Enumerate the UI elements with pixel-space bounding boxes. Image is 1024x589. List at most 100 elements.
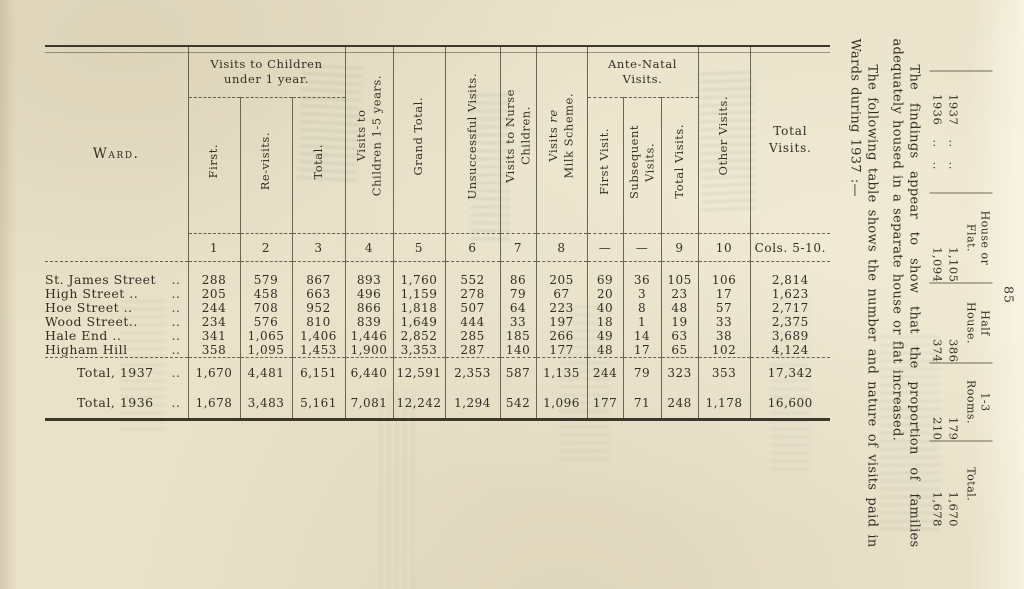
table-cell: 708 [239,301,292,315]
rotated-page-margin: 85 House or Flat. Half House. 1-3 Rooms. To… [830,1,1024,589]
table-cell: 2,353 [444,357,501,388]
table-cell: 1,178 [697,388,751,420]
table-cell: 205 [187,287,240,301]
table-cell: 893 [344,261,394,287]
dot-leader: .. [171,342,181,357]
ward-name: Wood Street.. [45,314,138,329]
ward-name: Hoe Street .. [45,300,133,315]
ward-label-cell: .. St. James Street [45,262,188,288]
col-number: Cols. 5-10. [749,233,831,262]
ward-name: Total, 1936 [77,395,154,410]
table-cell: 341 [187,329,240,343]
housing-header-spacer [961,71,993,193]
ward-label-cell: .. Hoe Street .. [45,301,188,315]
table-cell: 1 [622,315,662,329]
ward-label-cell: .. High Street .. [45,287,188,301]
page-number: 85 [1001,286,1017,304]
table-cell: 79 [499,287,537,301]
table-cell: 278 [444,287,501,301]
table-cell: 2,717 [749,301,831,315]
table-cell: 663 [291,287,346,301]
table-row: .. Hoe Street .. 244 708 952 866 1,818 507 64 223… [45,301,831,315]
bleed-mark [880,330,940,530]
table-row: .. Higham Hill 358 1,095 1,453 1,900 3,353 287 1… [45,342,831,358]
table-cell: 244 [187,301,240,315]
table-row: .. Hale End .. 341 1,065 1,406 1,446 2,852 285 1… [45,328,831,343]
table-cell: 576 [239,315,292,329]
dot-leader: .. [171,286,181,301]
table-cell: 5,161 [291,388,346,420]
col-number: — [622,233,662,262]
table-cell: 867 [291,261,346,287]
total-row: .. Total, 1936 1,678 3,483 5,161 7,081 12,242 1… [45,388,831,420]
housing-col-1-3-rooms: 1-3 Rooms. [961,363,993,441]
housing-value: 1,670 [945,441,962,527]
group-header-ante-natal: Ante-Natal Visits. [586,46,699,98]
table-cell: 185 [499,329,537,343]
col-header-grand-total: Grand Total. [392,46,446,234]
table-cell: 86 [499,261,537,287]
table-cell: 38 [697,329,751,343]
table-cell: 587 [499,357,537,388]
table-cell: 20 [586,287,624,301]
housing-col-half-house: Half House. [961,283,993,363]
ward-column-header: Ward. [45,46,188,262]
housing-col-house-or-flat: House or Flat. [961,193,993,283]
dot-leader: .. [171,300,181,315]
dot-leader: .. [171,395,181,410]
col-number: 4 [344,233,394,262]
housing-row-1937: 1937.... 1,105 386 179 1,670 [945,71,962,527]
ward-label-cell: .. Total, 1936 [45,388,188,420]
col-number: 10 [697,233,751,262]
table-cell: 7,081 [344,388,394,420]
housing-row-1936: 1936.... 1,094 374 210 1,678 [929,71,946,527]
header-group-row: Ward. Visits to Children under 1 year. Vi… [45,46,831,262]
table-cell: 1,406 [291,329,346,343]
col-number: 8 [535,233,588,262]
group-label-line: Visits. [622,72,663,86]
table-cell: 105 [660,261,699,287]
dot-leader: .. [171,272,181,287]
table-cell: 458 [239,287,292,301]
table-cell: 36 [622,261,662,287]
table-cell: 64 [499,301,537,315]
table-cell: 287 [444,343,501,358]
table-cell: 6,151 [291,357,346,388]
table-cell: 19 [660,315,699,329]
col-header-nurse-children: Visits to Nurse Children. [499,46,537,234]
table-cell: 248 [660,388,699,420]
group-label-line: Visits to Children [210,57,323,72]
table-cell: 79 [622,357,662,388]
ward-name: Hale End .. [45,328,122,343]
housing-value: 1,094 [929,193,946,283]
table-cell: 48 [660,301,699,315]
table-row: .. Wood Street.. 234 576 810 839 1,649 444 33 197… [45,314,831,329]
dot-leader: .. [171,365,181,380]
table-cell: 234 [187,315,240,329]
housing-header-row: House or Flat. Half House. 1-3 Rooms. Total… [961,71,993,527]
table-cell: 2,375 [749,315,831,329]
dot-leader: .. [171,328,181,343]
table-cell: 542 [499,388,537,420]
col-header-milk-scheme: Visits re Milk Scheme. [535,46,588,234]
table-cell: 1,670 [187,357,240,388]
table-cell: 57 [697,301,751,315]
table-cell: 33 [697,315,751,329]
group-label-line: Ante-Natal [607,57,678,72]
table-cell: 866 [344,301,394,315]
table-cell: 14 [622,329,662,343]
table-cell: 65 [660,343,699,358]
table-cell: 552 [444,261,501,287]
table-cell: 1,678 [187,388,240,420]
table-cell: 507 [444,301,501,315]
table-row: .. High Street .. 205 458 663 496 1,159 278 79 67… [45,287,831,301]
table-cell: 3,689 [749,329,831,343]
table-cell: 353 [697,357,751,388]
table-cell: 3 [622,287,662,301]
table-cell: 810 [291,315,346,329]
table-cell: 496 [344,287,394,301]
table-cell: 4,124 [749,343,831,358]
table-cell: 223 [535,301,588,315]
total-row: .. Total, 1937 1,670 4,481 6,151 6,440 12,591 2… [45,357,831,388]
ward-name: Higham Hill [45,342,128,357]
